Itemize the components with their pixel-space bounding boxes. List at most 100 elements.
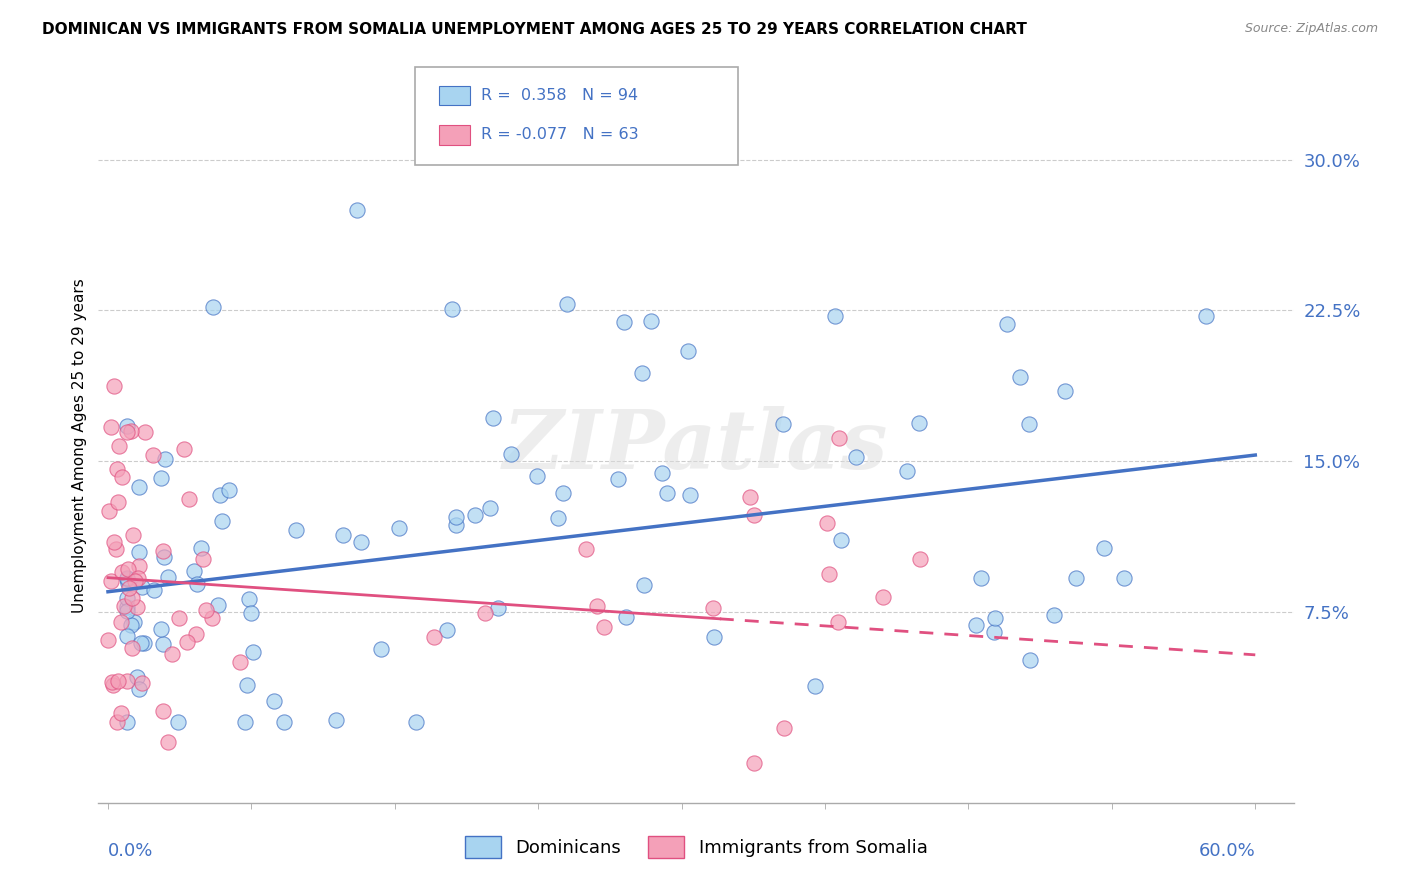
Point xyxy=(441,301,464,316)
Point xyxy=(209,488,232,502)
Point xyxy=(631,366,654,380)
Point xyxy=(1114,571,1136,585)
Point xyxy=(585,599,607,613)
Point xyxy=(173,442,195,457)
Point xyxy=(191,551,214,566)
Point xyxy=(773,721,796,735)
Point xyxy=(1010,369,1032,384)
Point xyxy=(606,472,628,486)
Point xyxy=(105,542,128,557)
Text: R =  0.358   N = 94: R = 0.358 N = 94 xyxy=(481,88,638,103)
Point xyxy=(115,572,138,586)
Legend: Dominicans, Immigrants from Somalia: Dominicans, Immigrants from Somalia xyxy=(457,829,935,865)
Point xyxy=(655,485,678,500)
Point xyxy=(555,297,578,311)
Point xyxy=(115,715,138,730)
Point xyxy=(127,571,149,585)
Point xyxy=(1064,571,1087,585)
Point xyxy=(240,606,263,620)
Point xyxy=(103,535,125,549)
Point xyxy=(167,611,190,625)
Point xyxy=(211,515,233,529)
Point xyxy=(117,575,139,590)
Point xyxy=(908,552,931,566)
Point xyxy=(575,541,598,556)
Point xyxy=(115,629,138,643)
Point xyxy=(896,464,918,478)
Point xyxy=(830,533,852,547)
Point xyxy=(152,544,174,558)
Point xyxy=(633,578,655,592)
Point xyxy=(423,630,446,644)
Point xyxy=(125,599,148,614)
Point xyxy=(1043,608,1066,623)
Point xyxy=(613,315,636,329)
Point xyxy=(110,706,132,720)
Point xyxy=(614,609,637,624)
Point xyxy=(828,431,851,445)
Point xyxy=(115,571,138,585)
Point xyxy=(965,618,987,632)
Point xyxy=(651,467,673,481)
Point xyxy=(117,674,139,689)
Point xyxy=(200,611,222,625)
Point xyxy=(190,541,212,555)
Text: ZIPatlas: ZIPatlas xyxy=(503,406,889,486)
Point xyxy=(152,704,174,718)
Point xyxy=(218,483,240,497)
Point xyxy=(983,611,1005,625)
Point xyxy=(125,670,148,684)
Point xyxy=(388,521,411,535)
Point xyxy=(479,500,502,515)
Point xyxy=(177,491,200,506)
Point xyxy=(464,508,486,522)
Point xyxy=(110,615,132,629)
Point xyxy=(640,314,662,328)
Point xyxy=(1094,541,1116,556)
Point xyxy=(166,715,188,730)
Point xyxy=(100,420,122,434)
Point xyxy=(153,451,176,466)
Point xyxy=(128,559,150,574)
Point xyxy=(111,565,134,579)
Point xyxy=(703,630,725,644)
Point xyxy=(233,715,256,730)
Point xyxy=(207,598,229,612)
Point xyxy=(117,562,139,576)
Point xyxy=(134,425,156,439)
Point xyxy=(152,549,174,564)
Point xyxy=(131,580,153,594)
Point xyxy=(118,581,141,595)
Point xyxy=(1054,384,1077,399)
Point xyxy=(229,655,252,669)
Point xyxy=(131,636,153,650)
Point xyxy=(370,641,392,656)
Point xyxy=(486,600,509,615)
Point xyxy=(183,564,205,578)
Point xyxy=(128,681,150,696)
Point xyxy=(444,510,467,524)
Point xyxy=(142,448,165,462)
Point xyxy=(995,318,1018,332)
Point xyxy=(332,528,354,542)
Point xyxy=(804,679,827,693)
Point xyxy=(405,715,427,730)
Point xyxy=(120,424,142,438)
Point xyxy=(120,618,142,632)
Point xyxy=(103,678,125,692)
Point xyxy=(238,592,260,607)
Point xyxy=(772,417,794,432)
Point xyxy=(551,486,574,500)
Point xyxy=(194,603,217,617)
Point xyxy=(115,600,138,615)
Point xyxy=(1018,652,1040,666)
Point xyxy=(122,615,145,629)
Point xyxy=(1018,417,1040,432)
Text: 0.0%: 0.0% xyxy=(108,842,153,860)
Point xyxy=(97,632,120,647)
Point xyxy=(124,574,146,588)
Point xyxy=(149,471,172,485)
Text: 60.0%: 60.0% xyxy=(1198,842,1256,860)
Point xyxy=(115,604,138,618)
Point xyxy=(482,410,505,425)
